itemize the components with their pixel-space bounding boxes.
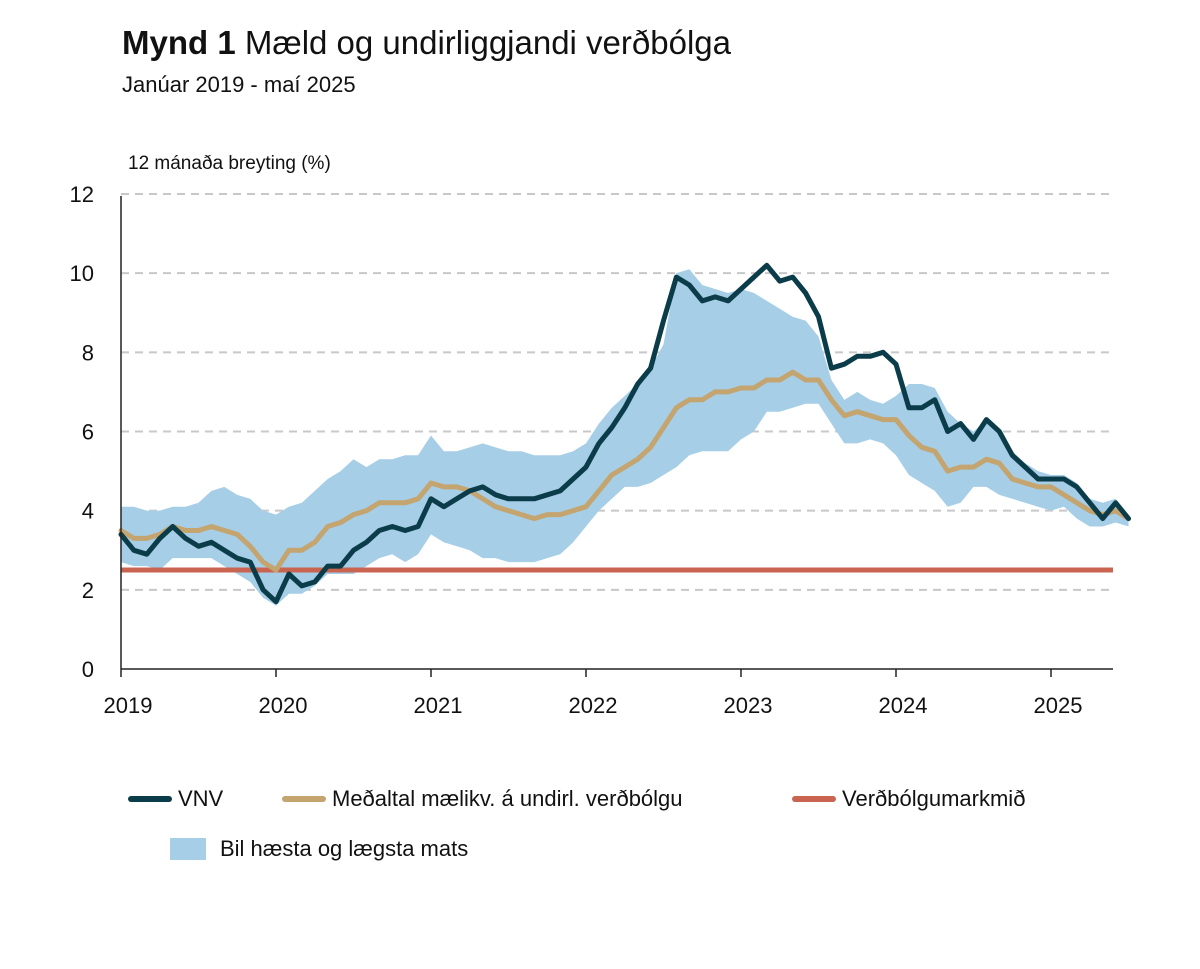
x-tick-label: 2024 <box>879 693 928 718</box>
legend-label-undirl: Meðaltal mælikv. á undirl. verðbólgu <box>332 786 683 811</box>
y-tick-label: 12 <box>70 182 94 207</box>
x-tick-label: 2019 <box>104 693 153 718</box>
legend-label-band: Bil hæsta og lægsta mats <box>220 836 469 861</box>
legend-swatch-target <box>792 796 836 802</box>
y-axis-label: 12 mánaða breyting (%) <box>128 153 331 174</box>
chart-subtitle: Janúar 2019 - maí 2025 <box>122 72 356 97</box>
y-tick-label: 0 <box>82 657 94 682</box>
legend-label-vnv: VNV <box>178 786 224 811</box>
legend-item-target: Verðbólgumarkmið <box>792 786 1025 812</box>
legend-swatch-vnv <box>128 796 172 802</box>
x-tick-label: 2025 <box>1034 693 1083 718</box>
series-line-undirl <box>118 369 1131 573</box>
legend-item-undirl: Meðaltal mælikv. á undirl. verðbólgu <box>282 786 683 812</box>
x-tick-label: 2021 <box>414 693 463 718</box>
legend-label-target: Verðbólgumarkmið <box>842 786 1026 811</box>
y-tick-label: 8 <box>82 340 94 365</box>
series-line-vnv <box>118 262 1131 605</box>
band-area <box>121 269 1129 606</box>
chart-title: Mynd 1 Mæld og undirliggjandi verðbólga <box>122 24 731 62</box>
y-tick-label: 4 <box>82 499 94 524</box>
legend-swatch-band <box>170 838 206 860</box>
y-tick-label: 10 <box>70 261 94 286</box>
x-tick-label: 2023 <box>724 693 773 718</box>
x-tick-label: 2022 <box>569 693 618 718</box>
legend-swatch-undirl <box>282 796 326 802</box>
legend-item-band: Bil hæsta og lægsta mats <box>170 836 468 862</box>
y-tick-label: 6 <box>82 420 94 445</box>
figure-number: Mynd 1 <box>122 24 236 61</box>
title-text: Mæld og undirliggjandi verðbólga <box>244 24 731 61</box>
y-tick-label: 2 <box>82 578 94 603</box>
x-tick-label: 2020 <box>259 693 308 718</box>
legend-item-vnv: VNV <box>128 786 223 812</box>
